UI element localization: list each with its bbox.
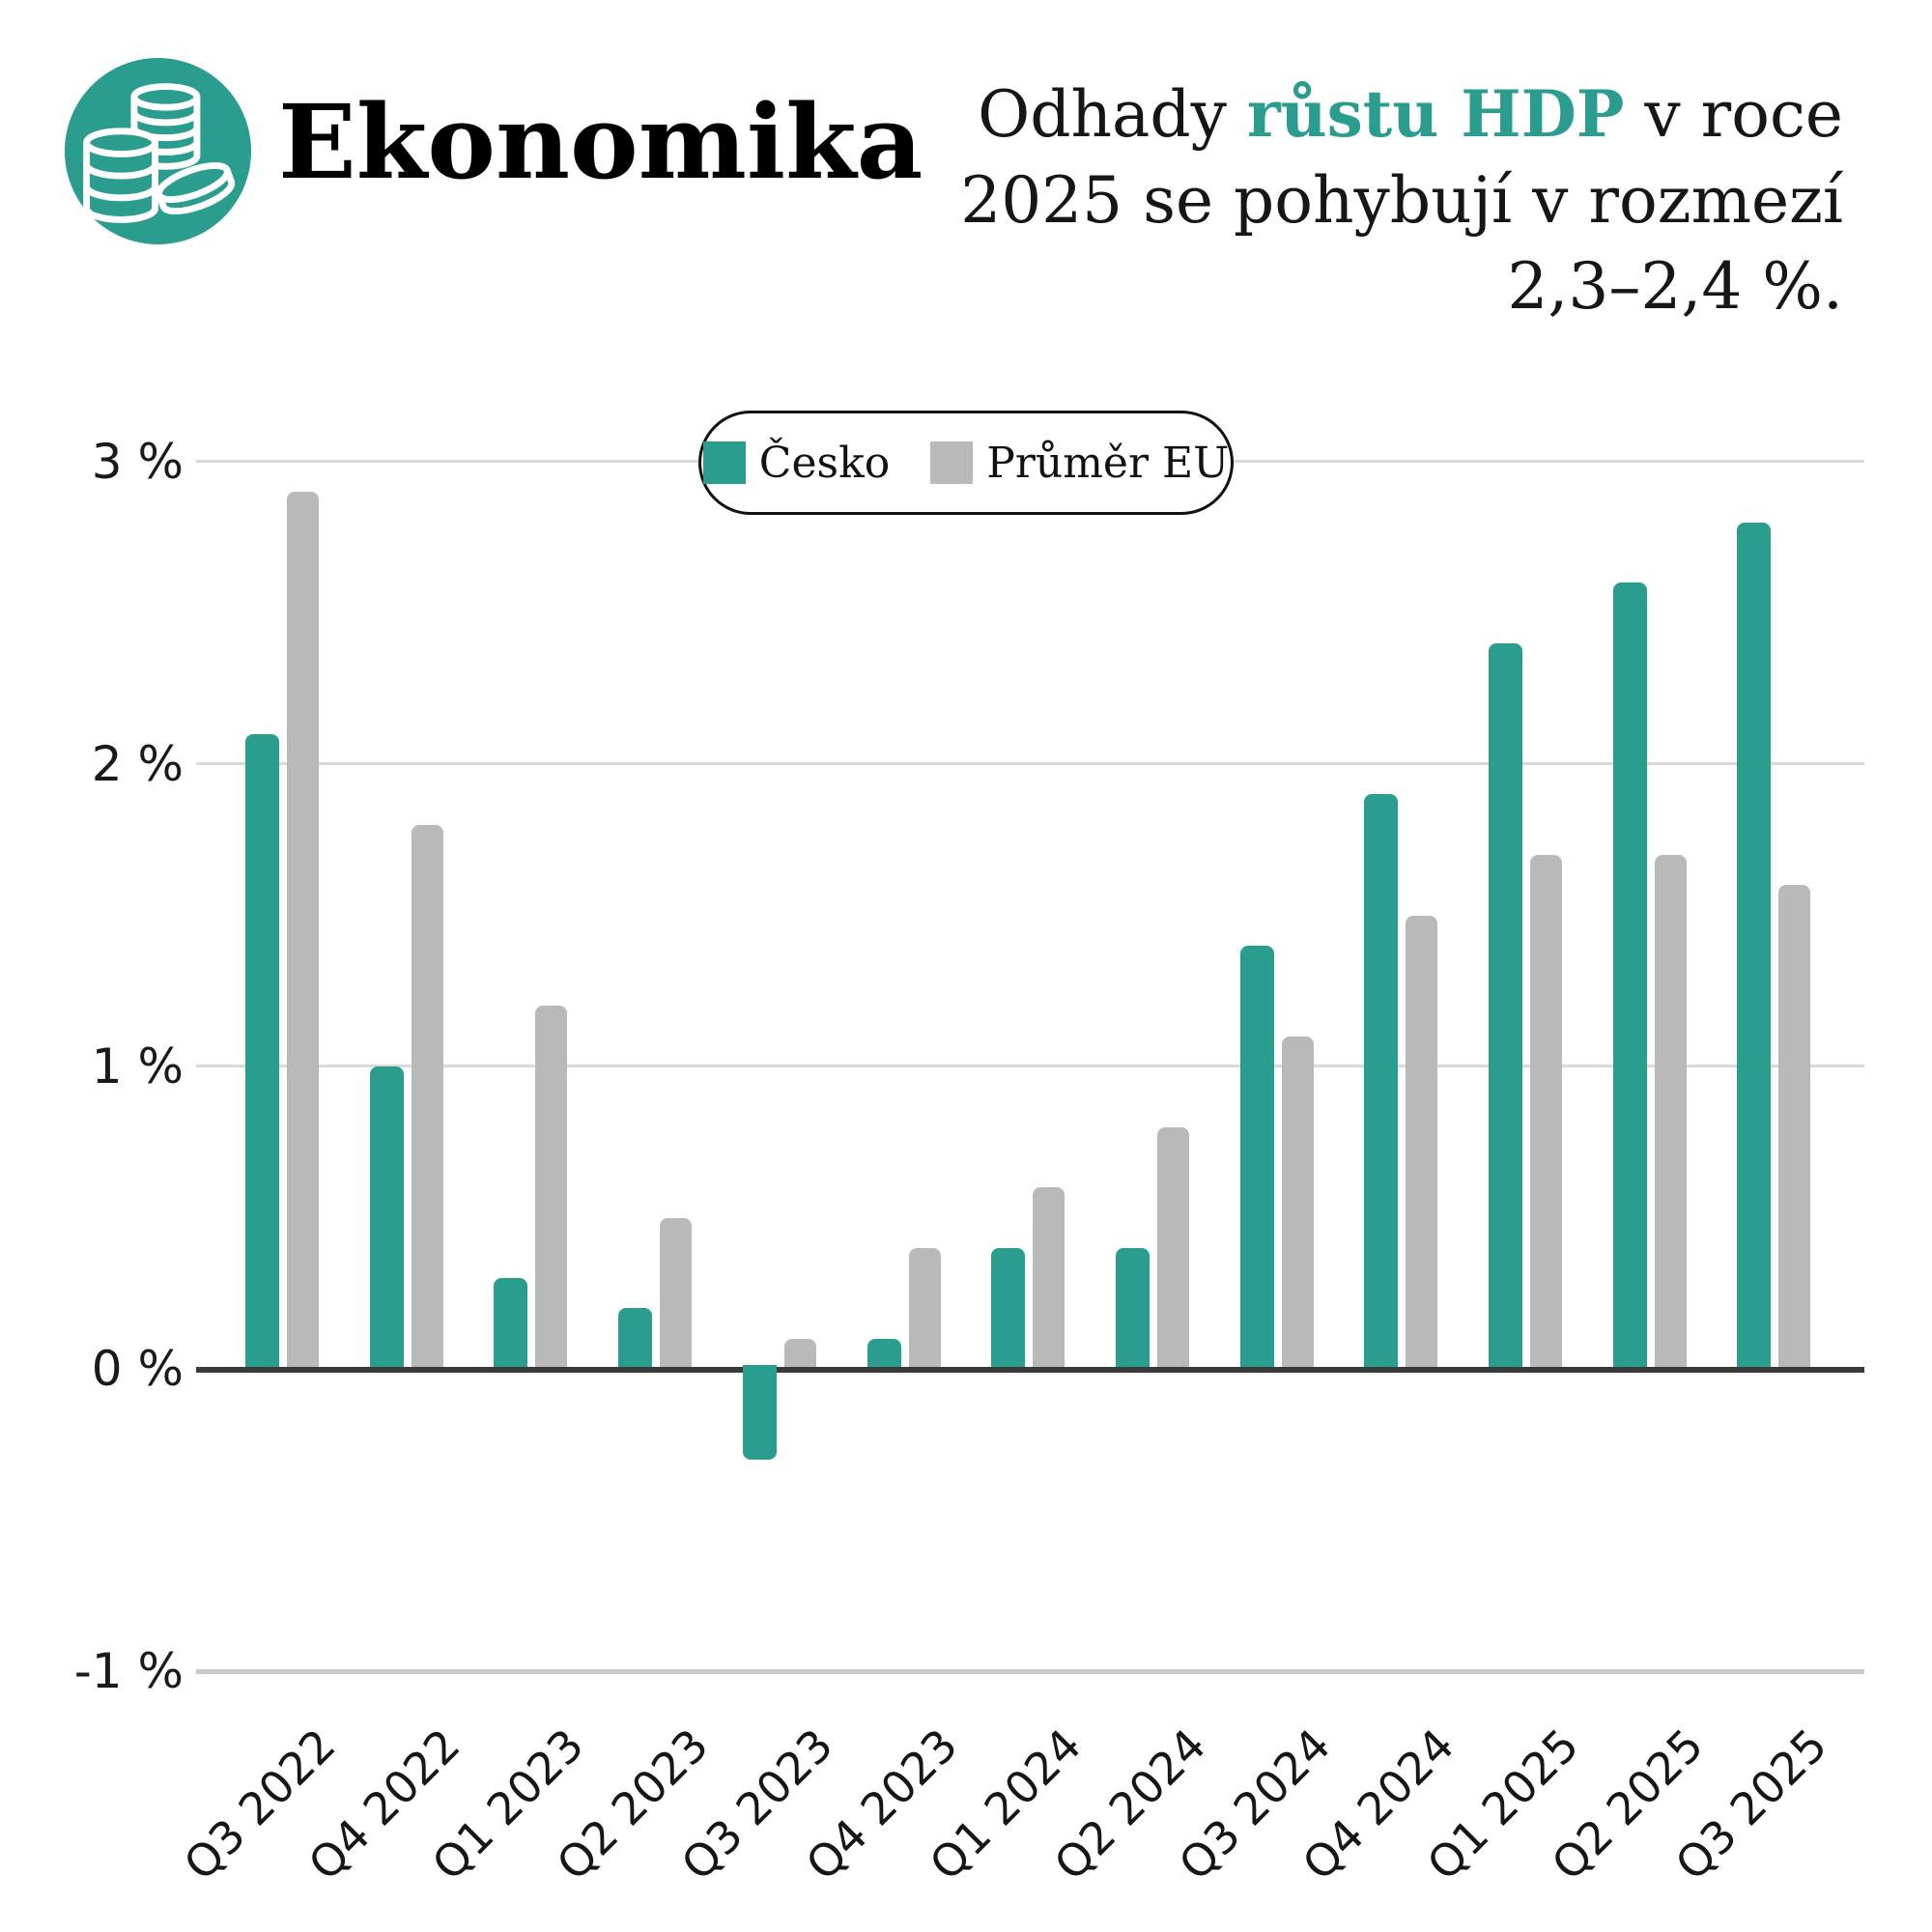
headline-highlight: růstu HDP [1246,76,1625,152]
bar-cesko-q4-2024 [1364,794,1399,1367]
bar-prumer-eu-q3-2023 [783,1338,816,1367]
y-tick-label--1: -1 % [73,1643,184,1699]
bar-prumer-eu-q4-2022 [411,824,443,1367]
headline-line1-post: v roce [1624,77,1843,152]
bar-prumer-eu-q1-2025 [1530,854,1562,1367]
y-tick-label-0: 0 % [91,1341,184,1397]
bar-prumer-eu-q2-2024 [1156,1126,1189,1367]
bar-prumer-eu-q1-2024 [1033,1187,1065,1367]
legend-swatch-prumer-eu [930,441,974,484]
bar-prumer-eu-q3-2024 [1281,1036,1314,1367]
bar-cesko-q2-2024 [1115,1247,1150,1367]
bar-cesko-q3-2024 [1239,945,1274,1367]
bar-cesko-q3-2022 [245,733,279,1367]
bar-cesko-q4-2022 [369,1066,404,1367]
y-tick-label-3: 3 % [91,434,184,490]
bar-prumer-eu-q4-2024 [1406,915,1438,1367]
bar-prumer-eu-q4-2023 [908,1247,941,1367]
y-tick-label-1: 1 % [91,1038,184,1094]
legend-label-prumer-eu: Průměr EU [986,438,1230,488]
bar-cesko-q3-2025 [1737,522,1772,1367]
gridline-2pct [196,762,1864,765]
bar-prumer-eu-q1-2023 [535,1006,568,1367]
gridline-0pct [196,1367,1864,1373]
gridline--1pct [196,1669,1864,1674]
legend-item-prumer-eu: Průměr EU [930,439,1229,488]
coins-icon [64,57,252,245]
legend-item-cesko: Česko [702,438,891,488]
bar-cesko-q2-2025 [1612,582,1647,1367]
legend-label-cesko: Česko [758,438,891,488]
bar-prumer-eu-q3-2025 [1778,885,1811,1367]
legend-swatch-cesko [702,441,746,484]
bar-cesko-q4-2023 [867,1338,901,1367]
bar-cesko-q2-2023 [618,1308,653,1367]
bar-prumer-eu-q2-2025 [1654,854,1687,1367]
bar-cesko-q1-2024 [991,1247,1026,1367]
y-tick-label-2: 2 % [91,736,184,792]
bar-cesko-q1-2025 [1489,642,1522,1367]
headline-line1-pre: Odhady [978,77,1247,152]
headline-line-2: 2025 se pohybují v rozmezí [960,163,1843,238]
chart-legend: Česko Průměr EU [698,411,1234,515]
bar-cesko-q1-2023 [494,1278,528,1367]
bar-prumer-eu-q2-2023 [660,1217,693,1367]
headline-line-3: 2,3–2,4 %. [1507,249,1843,324]
category-title: Ekonomika [278,81,923,202]
headline-line-1: Odhady růstu HDP v roce [960,71,1843,157]
headline: Odhady růstu HDP v roce 2025 se pohybují… [960,71,1843,329]
gridline-1pct [196,1065,1864,1067]
bar-prumer-eu-q3-2022 [287,492,319,1367]
bar-cesko-q3-2023 [742,1365,777,1460]
